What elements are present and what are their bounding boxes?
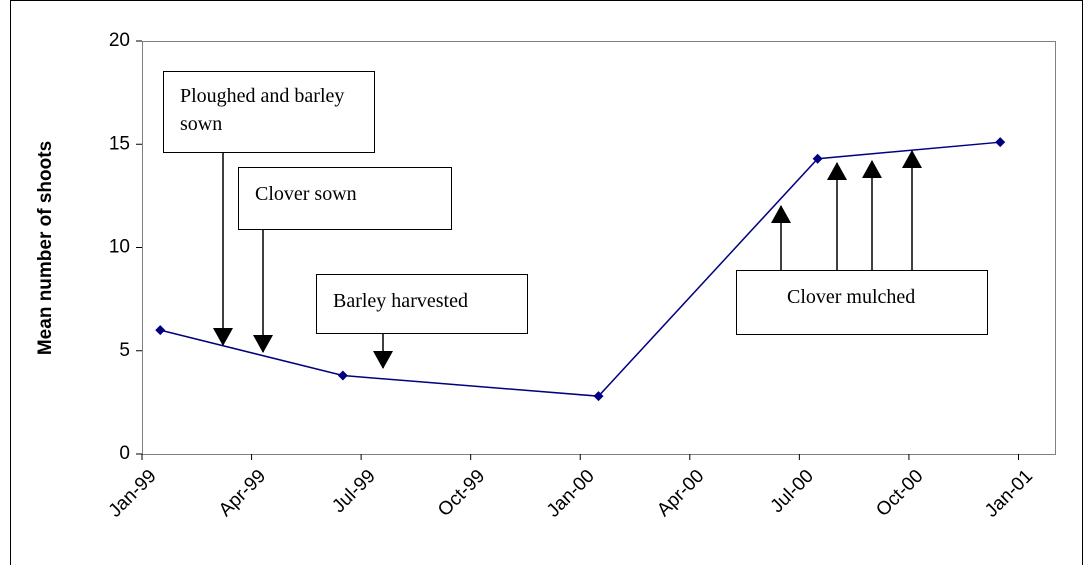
plot-area [142,41,1056,455]
arrows [213,150,922,369]
annotation: Clover mulched [736,270,988,335]
y-tick-label: 0 [119,443,130,464]
y-tick-label: 15 [109,133,130,154]
x-tick-label: Jan-00 [543,466,599,522]
marker [337,370,348,381]
x-tick-label: Jan-99 [105,466,161,522]
x-tick-label: Jul-00 [767,466,818,517]
y-tick-label: 10 [109,237,130,258]
annotation: Barley harvested [316,274,528,334]
marker [995,137,1006,148]
annotation: Ploughed and barley sown [163,71,375,153]
y-axis-label: Mean number of shoots [35,141,56,355]
marker [593,391,604,402]
x-tick-label: Oct-00 [872,466,927,521]
x-tick-label: Jul-99 [328,466,379,517]
x-tick-label: Apr-00 [653,466,708,521]
marker [812,153,823,164]
y-tick-label: 20 [109,30,130,51]
y-tick-label: 5 [119,340,130,361]
marker [155,325,166,336]
annotation: Clover sown [238,167,452,230]
x-tick-label: Apr-99 [215,466,270,521]
x-tick-label: Jan-01 [981,466,1037,522]
x-tick-label: Oct-99 [434,466,489,521]
